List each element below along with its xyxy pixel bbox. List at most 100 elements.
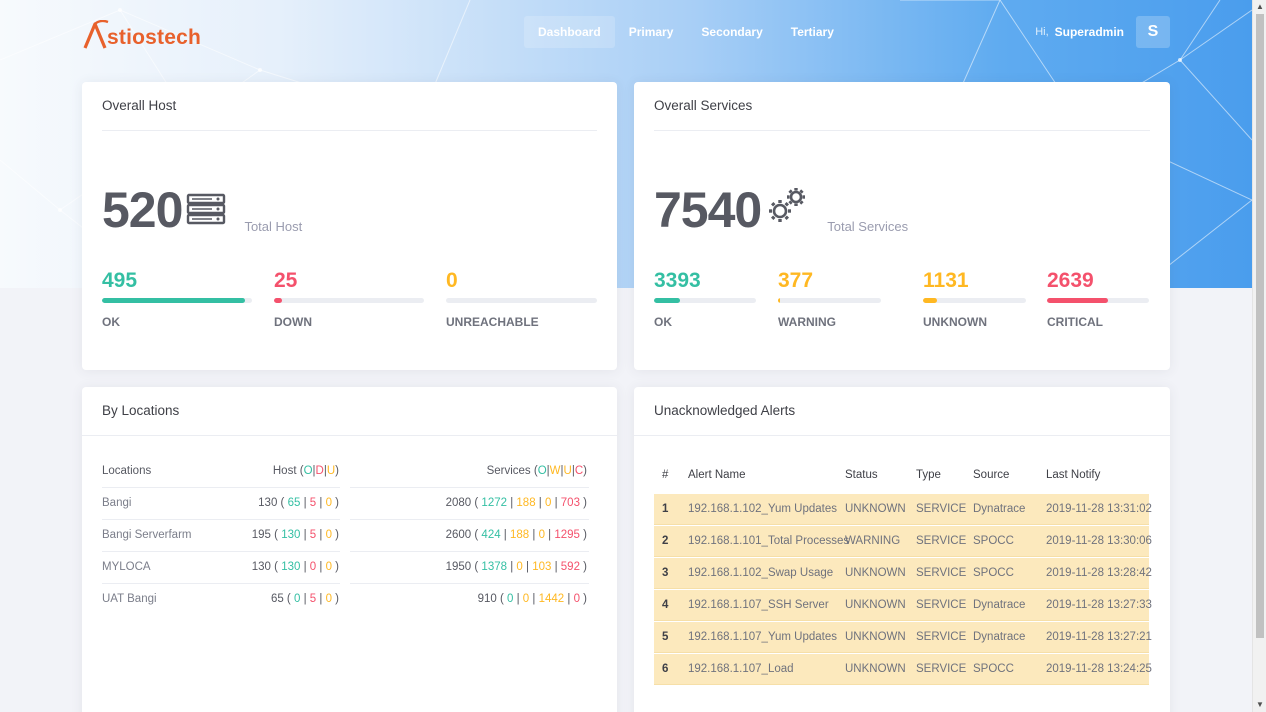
page-scrollbar[interactable]: ▲ ▼ (1252, 0, 1266, 712)
progress-fill (102, 298, 245, 303)
table-row[interactable]: 6 192.168.1.107_Load UNKNOWN SERVICE SPO… (654, 654, 1152, 685)
stat-value: 377 (778, 269, 814, 292)
stat-label: CRITICAL (1047, 315, 1103, 329)
host-unreachable: 0 (325, 561, 332, 573)
alert-name: 192.168.1.107_Load (688, 663, 794, 675)
alert-type: SERVICE (916, 599, 967, 611)
table-row[interactable]: UAT Bangi 65 ( 0 | 5 | 0 ) 910 ( 0 | 0 |… (102, 583, 589, 615)
card-title: Overall Host (102, 98, 177, 113)
svc-unknown: 103 (532, 561, 552, 573)
bracket: ( (299, 465, 304, 477)
alert-last-notify: 2019-11-28 13:28:42 (1046, 567, 1152, 579)
col-header-last-notify: Last Notify (1046, 469, 1101, 481)
stat-label: OK (654, 315, 672, 329)
svc-total: 2080 (445, 497, 472, 509)
alert-type: SERVICE (916, 535, 967, 547)
gears-icon (765, 185, 809, 230)
host-ok: 130 (281, 561, 301, 573)
svc-ok: 0 (506, 593, 514, 605)
user-menu[interactable]: Hi, Superadmin S (1035, 16, 1170, 48)
overall-services-card: Overall Services 7540 (634, 82, 1170, 370)
total-services-label: Total Services (827, 219, 909, 234)
divider (634, 435, 1170, 436)
host-total: 130 (251, 561, 271, 573)
table-row[interactable]: 1 192.168.1.102_Yum Updates UNKNOWN SERV… (654, 494, 1152, 525)
progress-bar (446, 298, 597, 303)
table-row[interactable]: Bangi Serverfarm 195 ( 130 | 5 | 0 ) 260… (102, 519, 589, 551)
table-row[interactable]: Bangi 130 ( 65 | 5 | 0 ) 2080 ( 1272 | 1… (102, 487, 589, 519)
alert-status: UNKNOWN (845, 567, 906, 579)
table-row[interactable]: 3 192.168.1.102_Swap Usage UNKNOWN SERVI… (654, 558, 1152, 589)
bracket: ) (583, 465, 587, 477)
row-index: 3 (662, 567, 669, 579)
logo-text: stiostech (107, 26, 201, 49)
row-index: 2 (662, 535, 669, 547)
logo-a-icon (82, 19, 110, 50)
stat-value: 3393 (654, 269, 701, 292)
table-row[interactable]: MYLOCA 130 ( 130 | 0 | 0 ) 1950 ( 1378 |… (102, 551, 589, 583)
stat-label: DOWN (274, 315, 312, 329)
key-warning: W (549, 465, 561, 477)
col-header-type: Type (916, 469, 941, 481)
host-ok: 0 (293, 593, 301, 605)
col-header-index: # (662, 469, 669, 481)
location-name: Bangi Serverfarm (102, 529, 192, 541)
svc-warning: 0 (522, 593, 530, 605)
svc-unknown: 0 (538, 529, 545, 541)
alert-source: Dynatrace (973, 599, 1026, 611)
service-counts: 910 ( 0 | 0 | 1442 | 0 ) (477, 593, 587, 605)
divider (102, 487, 340, 488)
table-row[interactable]: 4 192.168.1.107_SSH Server UNKNOWN SERVI… (654, 590, 1152, 621)
row-index: 5 (662, 631, 669, 643)
bar: | (560, 465, 564, 477)
svc-warning-stat: 377 WARNING (778, 270, 881, 329)
divider (654, 130, 1150, 131)
nav-item-dashboard[interactable]: Dashboard (524, 16, 615, 48)
total-host-value: 520 (102, 182, 183, 238)
table-row[interactable]: 5 192.168.1.107_Yum Updates UNKNOWN SERV… (654, 622, 1152, 653)
user-name[interactable]: Superadmin (1054, 25, 1124, 39)
stat-label: UNREACHABLE (446, 315, 539, 329)
top-nav: Dashboard Primary Secondary Tertiary (524, 16, 848, 48)
service-counts: 2600 ( 424 | 188 | 0 | 1295 ) (445, 529, 587, 541)
divider (102, 583, 340, 584)
svc-ok: 1378 (481, 561, 508, 573)
alert-source: SPOCC (973, 535, 1014, 547)
avatar[interactable]: S (1136, 16, 1170, 48)
location-name: MYLOCA (102, 561, 151, 573)
alert-name: 192.168.1.101_Total Processes (688, 535, 850, 547)
host-down: 0 (309, 561, 317, 573)
svc-total: 2600 (445, 529, 472, 541)
svc-ok-stat: 3393 OK (654, 270, 756, 329)
stat-label: OK (102, 315, 120, 329)
alert-type: SERVICE (916, 631, 967, 643)
alert-status: WARNING (845, 535, 901, 547)
row-index: 6 (662, 663, 669, 675)
scroll-up-icon[interactable]: ▲ (1256, 2, 1264, 11)
progress-fill (923, 298, 938, 303)
divider (350, 519, 589, 520)
svc-unknown-stat: 1131 UNKNOWN (923, 270, 1026, 329)
scroll-down-icon[interactable]: ▼ (1256, 700, 1264, 709)
svc-total: 1950 (445, 561, 472, 573)
nav-item-primary[interactable]: Primary (628, 25, 674, 39)
key-unreachable: U (326, 465, 336, 477)
scrollbar-thumb[interactable] (1256, 14, 1264, 638)
host-ok: 130 (281, 529, 301, 541)
col-header-alert-name: Alert Name (688, 469, 746, 481)
total-services-value: 7540 (654, 182, 762, 238)
alert-type: SERVICE (916, 503, 967, 515)
nav-item-secondary[interactable]: Secondary (701, 25, 763, 39)
alert-status: UNKNOWN (845, 631, 906, 643)
table-row[interactable]: 2 192.168.1.101_Total Processes WARNING … (654, 526, 1152, 557)
host-unreachable-stat: 0 UNREACHABLE (446, 270, 597, 329)
host-counts: 65 ( 0 | 5 | 0 ) (270, 593, 339, 605)
divider (102, 551, 340, 552)
alert-name: 192.168.1.102_Swap Usage (688, 567, 834, 579)
host-down-stat: 25 DOWN (274, 270, 424, 329)
svc-ok: 1272 (481, 497, 508, 509)
nav-item-tertiary[interactable]: Tertiary (790, 25, 834, 39)
server-icon (186, 193, 226, 230)
svc-critical: 1295 (554, 529, 580, 541)
brand-logo[interactable]: stiostech (82, 16, 201, 50)
